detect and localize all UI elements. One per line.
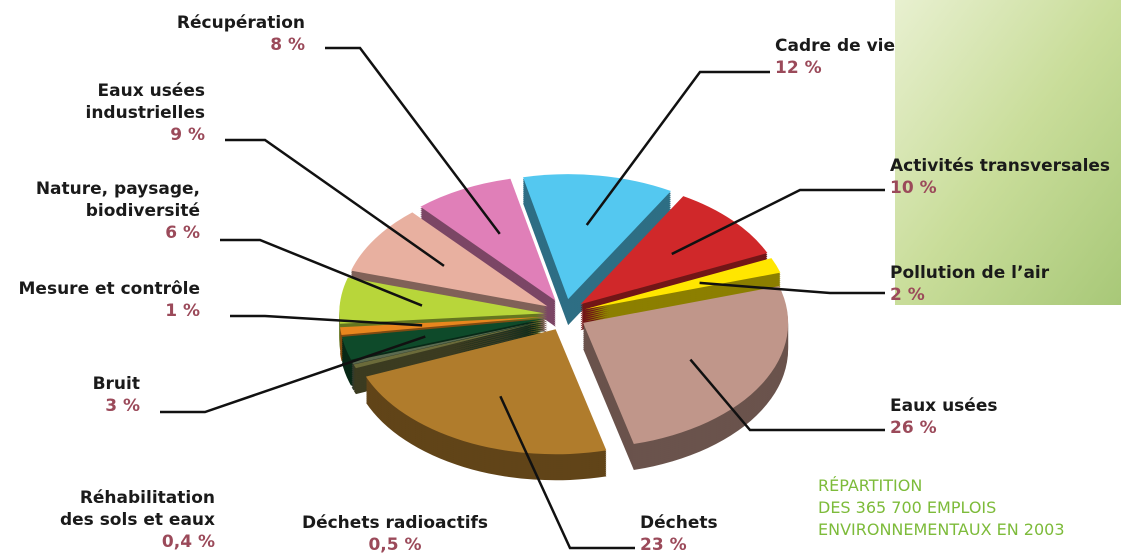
- chart-title: RÉPARTITION DES 365 700 EMPLOIS ENVIRONN…: [818, 475, 1065, 541]
- category-label: Réhabilitation des sols et eaux: [60, 487, 215, 531]
- value-label: 10 %: [890, 177, 1110, 199]
- category-label: Cadre de vie: [775, 35, 895, 57]
- category-label: Eaux usées: [890, 395, 997, 417]
- page: RÉPARTITION DES 365 700 EMPLOIS ENVIRONN…: [0, 0, 1121, 553]
- background-image: [895, 0, 1121, 305]
- category-label: Récupération: [177, 12, 305, 34]
- category-label: Nature, paysage, biodiversité: [36, 178, 200, 222]
- category-label: Activités transversales: [890, 155, 1110, 177]
- category-label: Mesure et contrôle: [19, 278, 200, 300]
- category-label: Pollution de l’air: [890, 262, 1049, 284]
- category-label: Déchets radioactifs: [290, 512, 500, 534]
- value-label: 1 %: [19, 300, 200, 322]
- value-label: 0,4 %: [60, 531, 215, 553]
- value-label: 8 %: [177, 34, 305, 56]
- category-label: Eaux usées industrielles: [86, 80, 206, 124]
- value-label: 23 %: [640, 534, 718, 553]
- value-label: 9 %: [86, 124, 206, 146]
- value-label: 3 %: [93, 395, 140, 417]
- category-label: Déchets: [640, 512, 718, 534]
- value-label: 0,5 %: [290, 534, 500, 553]
- value-label: 26 %: [890, 417, 997, 439]
- value-label: 6 %: [36, 222, 200, 244]
- value-label: 12 %: [775, 57, 895, 79]
- value-label: 2 %: [890, 284, 1049, 306]
- category-label: Bruit: [93, 373, 140, 395]
